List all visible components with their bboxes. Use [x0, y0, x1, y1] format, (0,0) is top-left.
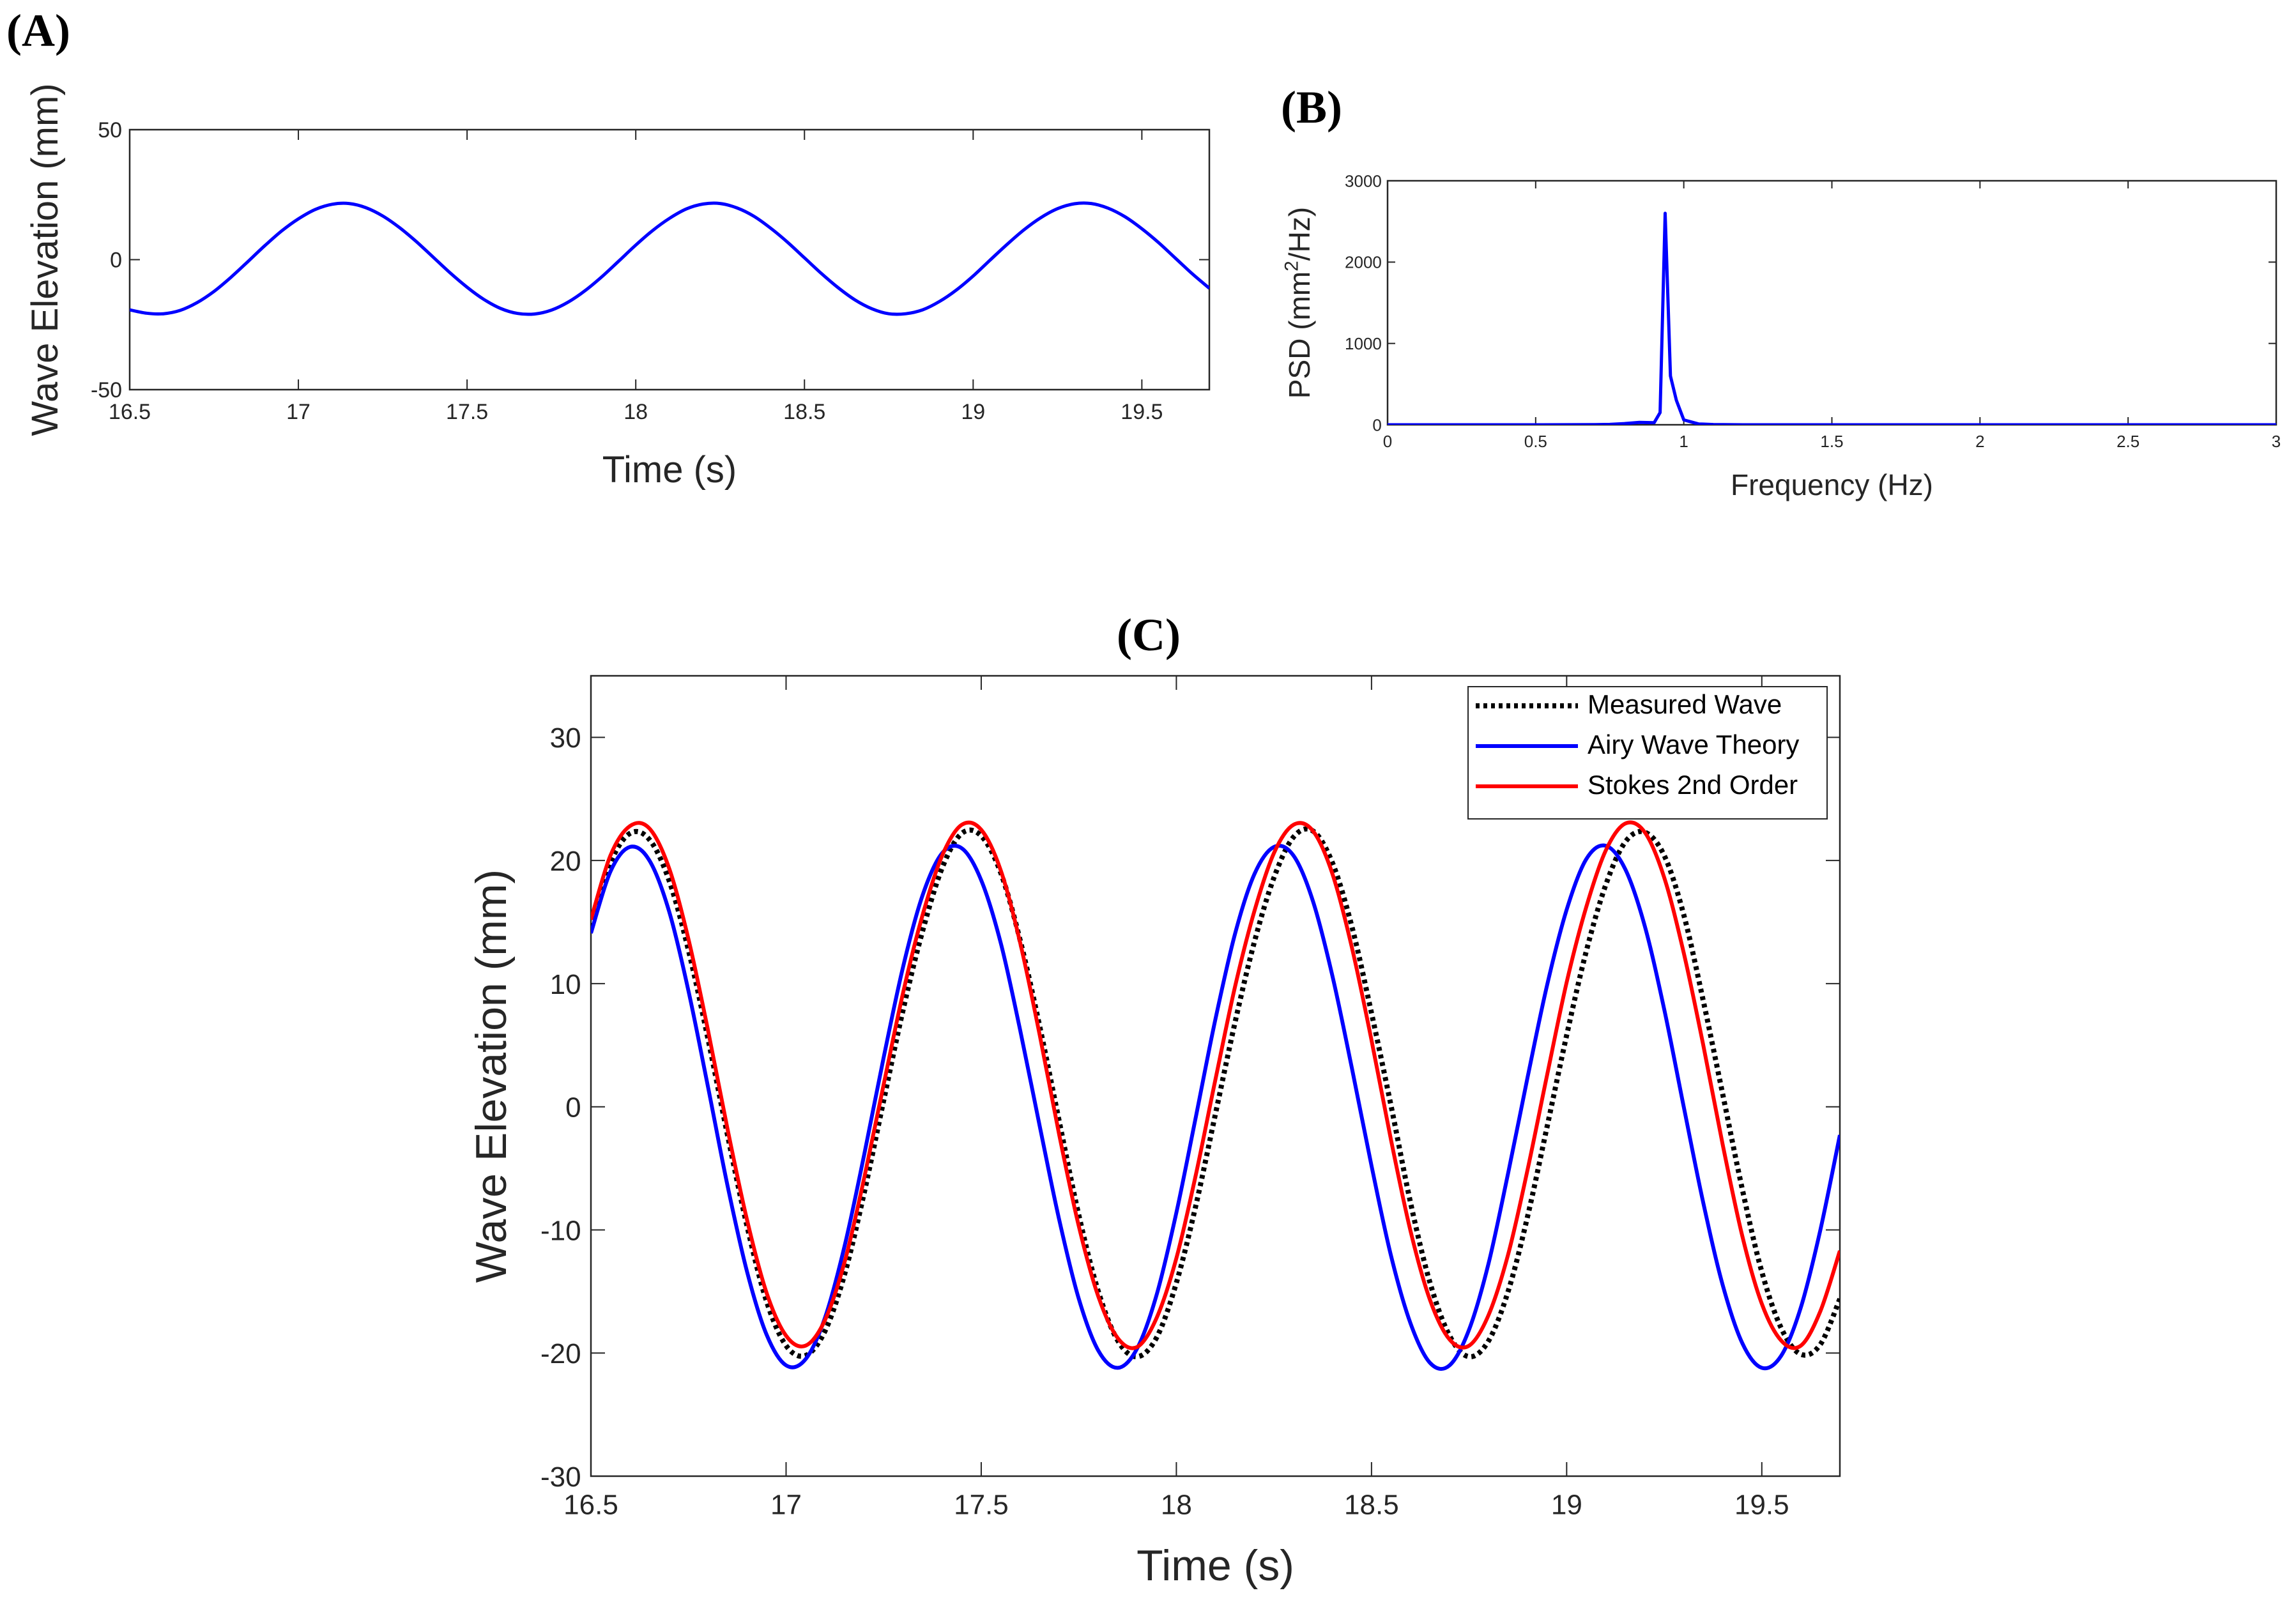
series-line-0 — [1388, 211, 2276, 425]
x-tick-label: 18 — [624, 400, 648, 424]
chart-a: 16.5 17 17.5 18 18.5 19 19.5 -50 0 50 Time (s) Wave… — [24, 83, 1211, 491]
y-tick-label: -30 — [540, 1461, 581, 1493]
y-axis-label-sup: 2 — [1282, 261, 1303, 271]
y-tick-label: 30 — [550, 722, 581, 754]
panel-c-label: (C) — [1117, 609, 1181, 660]
x-axis-label: Time (s) — [1137, 1541, 1294, 1590]
y-axis-label-part: PSD (mm — [1283, 271, 1316, 399]
plot-area — [128, 128, 1211, 391]
legend-label: Measured Wave — [1588, 689, 1782, 719]
x-tick-label: 18.5 — [1344, 1489, 1399, 1520]
x-tick-label: 17.5 — [954, 1489, 1009, 1520]
x-tick-label: 0.5 — [1524, 432, 1547, 451]
x-tick-label: 16.5 — [109, 400, 151, 424]
x-tick-label: 3 — [2272, 432, 2281, 451]
x-tick-label: 2.5 — [2116, 432, 2139, 451]
series-group — [591, 820, 1840, 1371]
x-tick-label: 19 — [961, 400, 985, 424]
x-tick-label: 2 — [1975, 432, 1984, 451]
series-group — [130, 201, 1209, 316]
x-axis-label: Frequency (Hz) — [1731, 468, 1933, 501]
y-axis-label-part: /Hz) — [1283, 207, 1316, 261]
legend-label: Stokes 2nd Order — [1588, 770, 1798, 800]
y-tick-label: -10 — [540, 1215, 581, 1246]
panel-a-label: (A) — [6, 5, 70, 56]
series-group — [1388, 211, 2276, 425]
y-tick-label: 2000 — [1345, 253, 1382, 272]
x-tick-label: 19.5 — [1734, 1489, 1789, 1520]
y-tick-label: 50 — [98, 118, 122, 142]
x-tick-label: 16.5 — [563, 1489, 618, 1520]
y-tick-label: 1000 — [1345, 334, 1382, 353]
y-axis-label: Wave Elevation (mm) — [467, 869, 516, 1283]
x-tick-label: 18 — [1161, 1489, 1192, 1520]
x-tick-label: 17 — [770, 1489, 802, 1520]
panel-b-label: (B) — [1281, 82, 1342, 133]
y-tick-label: -20 — [540, 1338, 581, 1369]
x-tick-label: 1 — [1679, 432, 1688, 451]
series-line-airy-wave-theory — [591, 843, 1840, 1371]
legend: Measured Wave Airy Wave Theory Stokes 2nd … — [1467, 686, 1828, 820]
chart-b: 0 0.5 1 1.5 2 2.5 3 0 1000 2000 3000 Frequency (Hz)… — [1282, 171, 2281, 501]
y-tick-label: 20 — [550, 846, 581, 877]
y-tick-label: 0 — [565, 1092, 581, 1124]
x-tick-label: 18.5 — [783, 400, 825, 424]
y-tick-label: 10 — [550, 969, 581, 1000]
plot-area — [1386, 179, 2277, 426]
x-tick-label: 1.5 — [1820, 432, 1843, 451]
y-axis-label: Wave Elevation (mm) — [24, 83, 66, 436]
y-tick-label: 0 — [110, 248, 122, 273]
x-axis-label: Time (s) — [602, 449, 737, 491]
legend-box — [1467, 686, 1828, 820]
x-tick-label: 17 — [286, 400, 310, 424]
y-axis-label: PSD (mm2/Hz) — [1282, 207, 1316, 399]
y-tick-label: -50 — [91, 378, 122, 402]
y-tick-label: 3000 — [1345, 171, 1382, 190]
x-tick-label: 19 — [1551, 1489, 1582, 1520]
legend-label: Airy Wave Theory — [1588, 729, 1799, 759]
y-tick-label: 0 — [1372, 415, 1381, 434]
series-line-0 — [130, 201, 1209, 316]
x-tick-label: 0 — [1383, 432, 1392, 451]
series-line-stokes-2nd-order — [591, 820, 1840, 1350]
x-tick-label: 19.5 — [1121, 400, 1163, 424]
x-tick-label: 17.5 — [446, 400, 488, 424]
chart-c: 16.5 17 17.5 18 18.5 19 19.5 -30 -20 -10 0 10 20 30 Ti… — [467, 675, 1841, 1590]
